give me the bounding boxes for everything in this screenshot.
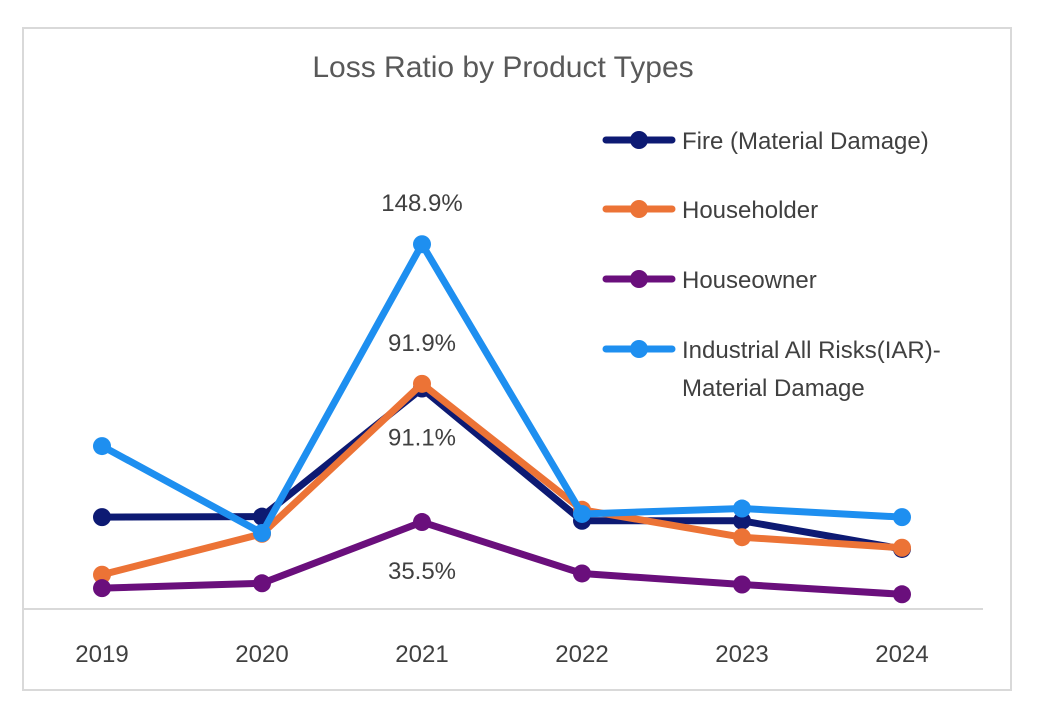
legend-item-fire-material-damage: Fire (Material Damage)	[602, 128, 929, 155]
data-point-fire-material-damage-2019	[93, 508, 111, 527]
data-point-houseowner-2023	[733, 575, 751, 594]
data-point-householder-2021	[413, 374, 431, 393]
data-label-houseowner-2021: 35.5%	[388, 558, 456, 585]
legend-item-houseowner: Houseowner	[602, 267, 817, 294]
data-point-industrial-all-risks-iar-material-damage-2019	[93, 437, 111, 456]
data-label-industrial-all-risks-iar-material-damage-2021: 148.9%	[381, 190, 462, 217]
legend-label: Fire (Material Damage)	[682, 128, 929, 155]
legend-label: Householder	[682, 197, 818, 224]
legend-swatch-marker	[630, 200, 648, 218]
legend-swatch-marker	[630, 131, 648, 149]
data-point-householder-2024	[893, 538, 911, 557]
data-point-houseowner-2020	[253, 574, 271, 593]
series-fire-material-damage	[93, 379, 911, 558]
x-tick-labels: 2019 2020 2021 2022 2023 2024	[75, 641, 928, 668]
data-point-houseowner-2022	[573, 564, 591, 583]
data-label-householder-2021: 91.9%	[388, 330, 456, 357]
chart-frame	[22, 27, 1012, 691]
data-labels: 148.9% 91.9% 91.1% 35.5%	[381, 190, 462, 585]
x-tick-label-2023: 2023	[715, 641, 768, 668]
x-tick-label-2019: 2019	[75, 641, 128, 668]
data-point-houseowner-2021	[413, 513, 431, 532]
legend-swatch-marker	[630, 270, 648, 288]
series-line-houseowner	[98, 518, 906, 598]
legend: Fire (Material Damage) Householder Houseow…	[602, 128, 941, 402]
legend-swatch-marker	[630, 340, 648, 358]
x-tick-label-2020: 2020	[235, 641, 288, 668]
chart-title: Loss Ratio by Product Types	[312, 51, 693, 84]
series-line-fire-material-damage	[98, 385, 906, 553]
x-tick-label-2024: 2024	[875, 641, 928, 668]
series-layer	[93, 235, 911, 604]
data-label-fire-material-damage-2021: 91.1%	[388, 425, 456, 452]
data-point-householder-2019	[93, 565, 111, 584]
x-tick-label-2021: 2021	[395, 641, 448, 668]
legend-item-householder: Householder	[602, 197, 818, 224]
data-point-industrial-all-risks-iar-material-damage-2024	[893, 508, 911, 527]
legend-label: Houseowner	[682, 267, 817, 294]
data-point-houseowner-2024	[893, 585, 911, 604]
data-point-industrial-all-risks-iar-material-damage-2021	[413, 235, 431, 254]
data-point-householder-2023	[733, 528, 751, 547]
data-point-industrial-all-risks-iar-material-damage-2020	[253, 524, 271, 543]
series-line-householder	[98, 380, 906, 579]
data-point-houseowner-2019	[93, 579, 111, 598]
series-houseowner	[93, 513, 911, 604]
legend-item-industrial-all-risks-iar-material-damage: Industrial All Risks(IAR)-Material Damag…	[602, 337, 941, 402]
series-line-industrial-all-risks-iar-material-damage	[98, 240, 906, 537]
data-point-industrial-all-risks-iar-material-damage-2022	[573, 504, 591, 523]
x-tick-label-2022: 2022	[555, 641, 608, 668]
legend-label: Industrial All Risks(IAR)-Material Damag…	[682, 337, 941, 402]
series-industrial-all-risks-iar-material-damage	[93, 235, 911, 543]
data-point-industrial-all-risks-iar-material-damage-2023	[733, 499, 751, 518]
series-householder	[93, 374, 911, 584]
